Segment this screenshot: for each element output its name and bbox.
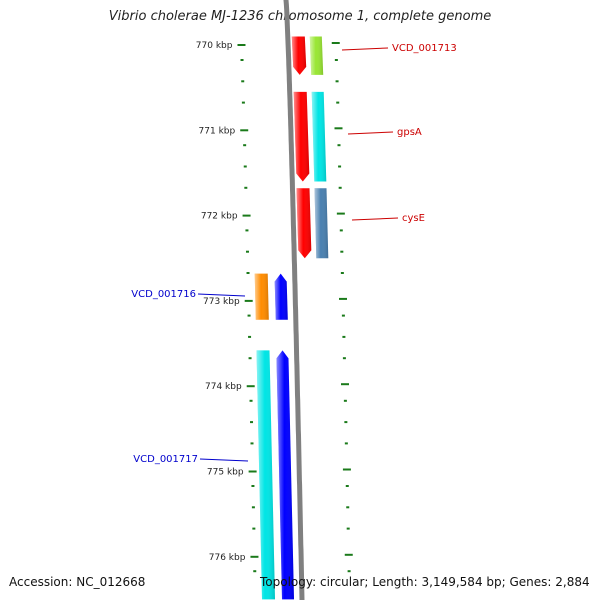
tick-marks: 770 kbp 771 kbp 772 kbp 773 kbp 774 kbp 775 k… bbox=[196, 41, 259, 563]
minor-tick-right bbox=[344, 421, 348, 424]
minor-tick-left bbox=[253, 570, 257, 573]
minor-tick-right bbox=[338, 165, 342, 168]
minor-tick-right bbox=[342, 357, 346, 360]
gene-feature-shading bbox=[274, 273, 288, 320]
minor-tick-left bbox=[243, 144, 247, 147]
gene-label: cysE bbox=[402, 213, 425, 224]
gene-feature-shading bbox=[296, 188, 312, 259]
label-leader-line bbox=[351, 217, 399, 221]
topology-label: Topology: circular; Length: 3,149,584 bp… bbox=[260, 575, 590, 589]
minor-tick-right bbox=[346, 506, 350, 509]
minor-tick-right bbox=[338, 186, 342, 189]
minor-tick-right bbox=[345, 485, 349, 487]
label-leader-line bbox=[199, 458, 249, 462]
minor-tick-left bbox=[249, 399, 253, 402]
minor-tick-dots bbox=[240, 42, 353, 573]
minor-tick-right bbox=[347, 570, 351, 573]
gene-feature-shading bbox=[291, 36, 307, 75]
gene-feature-shading bbox=[293, 91, 310, 182]
tick-label: 773 kbp bbox=[203, 297, 240, 307]
minor-tick-right bbox=[339, 229, 343, 232]
minor-tick-right bbox=[335, 80, 339, 83]
tick-label: 774 kbp bbox=[205, 382, 242, 392]
gene-feature-shading bbox=[314, 188, 329, 259]
label-leader-line bbox=[197, 293, 246, 297]
gene-feature-shading bbox=[276, 350, 294, 600]
gene-label: VCD_001716 bbox=[131, 289, 196, 300]
gene-label: VCD_001713 bbox=[392, 43, 457, 54]
minor-tick-right bbox=[334, 59, 338, 61]
minor-tick-left bbox=[248, 357, 252, 360]
minor-tick-left bbox=[245, 250, 249, 253]
minor-tick-left bbox=[250, 421, 254, 424]
minor-tick-left bbox=[241, 101, 245, 104]
map-title: Vibrio cholerae MJ-1236 chromosome 1, co… bbox=[108, 9, 492, 24]
tick-label: 772 kbp bbox=[201, 212, 238, 222]
minor-tick-left bbox=[243, 165, 247, 168]
label-leader-line bbox=[341, 47, 389, 51]
minor-tick-right bbox=[344, 442, 348, 445]
gene-labels: VCD_001713 gpsA cysE VCD_001716 VCD_001717 bbox=[131, 43, 456, 465]
minor-tick-left bbox=[244, 186, 248, 189]
minor-tick-left bbox=[245, 229, 249, 232]
tick-label: 776 kbp bbox=[209, 553, 246, 563]
gene-feature-shading bbox=[309, 36, 324, 75]
minor-tick-left bbox=[251, 506, 255, 509]
accession-label: Accession: NC_012668 bbox=[9, 575, 146, 589]
gene-label: VCD_001717 bbox=[133, 454, 198, 465]
gene-label: gpsA bbox=[397, 127, 422, 138]
minor-tick-left bbox=[248, 335, 252, 338]
gene-features bbox=[254, 36, 329, 600]
chromosome-backbone bbox=[283, 0, 305, 600]
minor-tick-right bbox=[337, 144, 341, 147]
minor-tick-left bbox=[247, 314, 251, 317]
minor-tick-left bbox=[251, 485, 255, 487]
minor-tick-left bbox=[241, 80, 245, 83]
minor-tick-left bbox=[252, 527, 256, 530]
tick-label: 775 kbp bbox=[207, 468, 244, 478]
minor-tick-right bbox=[343, 399, 347, 402]
minor-tick-right bbox=[336, 101, 340, 104]
minor-tick-right bbox=[340, 272, 344, 274]
minor-tick-left bbox=[240, 59, 244, 61]
minor-tick-right bbox=[340, 250, 344, 253]
gene-feature-shading bbox=[254, 273, 269, 320]
tick-label: 770 kbp bbox=[196, 41, 233, 51]
gene-feature-shading bbox=[256, 350, 275, 600]
minor-tick-right bbox=[341, 314, 345, 317]
label-leader-line bbox=[347, 131, 394, 135]
minor-tick-left bbox=[246, 272, 250, 274]
gene-feature-shading bbox=[311, 91, 327, 182]
minor-tick-right bbox=[346, 527, 350, 530]
minor-tick-right bbox=[342, 335, 346, 338]
tick-label: 771 kbp bbox=[199, 126, 236, 136]
minor-tick-left bbox=[250, 442, 254, 445]
